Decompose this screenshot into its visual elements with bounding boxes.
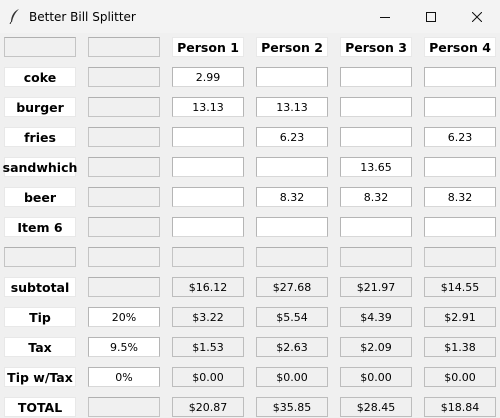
- item-5-person-1-input[interactable]: [172, 187, 244, 207]
- header-corner: [4, 37, 76, 57]
- subtotal-rate-blank: [88, 277, 160, 297]
- close-icon: [472, 11, 482, 22]
- minimize-icon: [380, 16, 390, 18]
- item-rate-blank: [88, 157, 160, 177]
- subtotal-person-1-value: $16.12: [172, 277, 244, 297]
- feather-icon: [9, 9, 19, 24]
- maximize-button[interactable]: [408, 0, 454, 33]
- tax-rate-input[interactable]: 9.5%: [88, 337, 160, 357]
- subtotal-label: subtotal: [4, 277, 76, 297]
- spacer-cell: [256, 247, 328, 267]
- tip-label: Tip: [4, 307, 76, 327]
- item-5-person-3-input[interactable]: 8.32: [340, 187, 412, 207]
- item-rate-blank: [88, 217, 160, 237]
- person-header-4: Person 4: [424, 37, 496, 57]
- item-name-6[interactable]: Item 6: [4, 217, 76, 237]
- item-4-person-1-input[interactable]: [172, 157, 244, 177]
- close-button[interactable]: [454, 0, 500, 33]
- tax-person-4-value: $1.38: [424, 337, 496, 357]
- person-header-3: Person 3: [340, 37, 412, 57]
- item-2-person-3-input[interactable]: [340, 97, 412, 117]
- tip-w-tax-label: Tip w/Tax: [4, 367, 76, 387]
- total-person-3-value: $28.45: [340, 397, 412, 417]
- tip-rate-input[interactable]: 20%: [88, 307, 160, 327]
- tax-person-2-value: $2.63: [256, 337, 328, 357]
- item-6-person-2-input[interactable]: [256, 217, 328, 237]
- item-name-4[interactable]: sandwhich: [3, 157, 77, 177]
- spacer-cell: [88, 247, 160, 267]
- item-5-person-4-input[interactable]: 8.32: [424, 187, 496, 207]
- tip-w-tax-person-3-value: $0.00: [340, 367, 412, 387]
- item-1-person-3-input[interactable]: [340, 67, 412, 87]
- total-person-2-value: $35.85: [256, 397, 328, 417]
- item-6-person-3-input[interactable]: [340, 217, 412, 237]
- item-3-person-2-input[interactable]: 6.23: [256, 127, 328, 147]
- item-2-person-2-input[interactable]: 13.13: [256, 97, 328, 117]
- tax-person-1-value: $1.53: [172, 337, 244, 357]
- spacer-cell: [340, 247, 412, 267]
- item-name-2[interactable]: burger: [4, 97, 76, 117]
- title-bar: Better Bill Splitter: [0, 0, 500, 33]
- spacer-cell: [4, 247, 76, 267]
- subtotal-person-2-value: $27.68: [256, 277, 328, 297]
- item-4-person-4-input[interactable]: [424, 157, 496, 177]
- minimize-button[interactable]: [362, 0, 408, 33]
- item-2-person-4-input[interactable]: [424, 97, 496, 117]
- header-rate-blank: [88, 37, 160, 57]
- item-3-person-4-input[interactable]: 6.23: [424, 127, 496, 147]
- tip-person-1-value: $3.22: [172, 307, 244, 327]
- tip-w-tax-person-2-value: $0.00: [256, 367, 328, 387]
- total-person-1-value: $20.87: [172, 397, 244, 417]
- item-1-person-2-input[interactable]: [256, 67, 328, 87]
- item-3-person-3-input[interactable]: [340, 127, 412, 147]
- tip-w-tax-person-4-value: $0.00: [424, 367, 496, 387]
- item-name-5[interactable]: beer: [4, 187, 76, 207]
- item-3-person-1-input[interactable]: [172, 127, 244, 147]
- tip-w-tax-rate-input[interactable]: 0%: [88, 367, 160, 387]
- person-header-1: Person 1: [172, 37, 244, 57]
- item-4-person-2-input[interactable]: [256, 157, 328, 177]
- spacer-cell: [172, 247, 244, 267]
- total-label: TOTAL: [4, 397, 76, 417]
- item-2-person-1-input[interactable]: 13.13: [172, 97, 244, 117]
- total-rate-blank: [88, 397, 160, 417]
- tax-label: Tax: [4, 337, 76, 357]
- item-1-person-4-input[interactable]: [424, 67, 496, 87]
- item-6-person-1-input[interactable]: [172, 217, 244, 237]
- total-person-4-value: $18.84: [424, 397, 496, 417]
- window-title: Better Bill Splitter: [29, 10, 136, 24]
- item-rate-blank: [88, 127, 160, 147]
- subtotal-person-3-value: $21.97: [340, 277, 412, 297]
- tip-person-3-value: $4.39: [340, 307, 412, 327]
- item-rate-blank: [88, 97, 160, 117]
- tip-person-4-value: $2.91: [424, 307, 496, 327]
- item-6-person-4-input[interactable]: [424, 217, 496, 237]
- tip-w-tax-person-1-value: $0.00: [172, 367, 244, 387]
- item-name-3[interactable]: fries: [4, 127, 76, 147]
- item-name-1[interactable]: coke: [4, 67, 76, 87]
- subtotal-person-4-value: $14.55: [424, 277, 496, 297]
- item-1-person-1-input[interactable]: 2.99: [172, 67, 244, 87]
- tax-person-3-value: $2.09: [340, 337, 412, 357]
- item-4-person-3-input[interactable]: 13.65: [340, 157, 412, 177]
- person-header-2: Person 2: [256, 37, 328, 57]
- item-rate-blank: [88, 67, 160, 87]
- tip-person-2-value: $5.54: [256, 307, 328, 327]
- spacer-cell: [424, 247, 496, 267]
- item-5-person-2-input[interactable]: 8.32: [256, 187, 328, 207]
- maximize-icon: [426, 11, 436, 22]
- item-rate-blank: [88, 187, 160, 207]
